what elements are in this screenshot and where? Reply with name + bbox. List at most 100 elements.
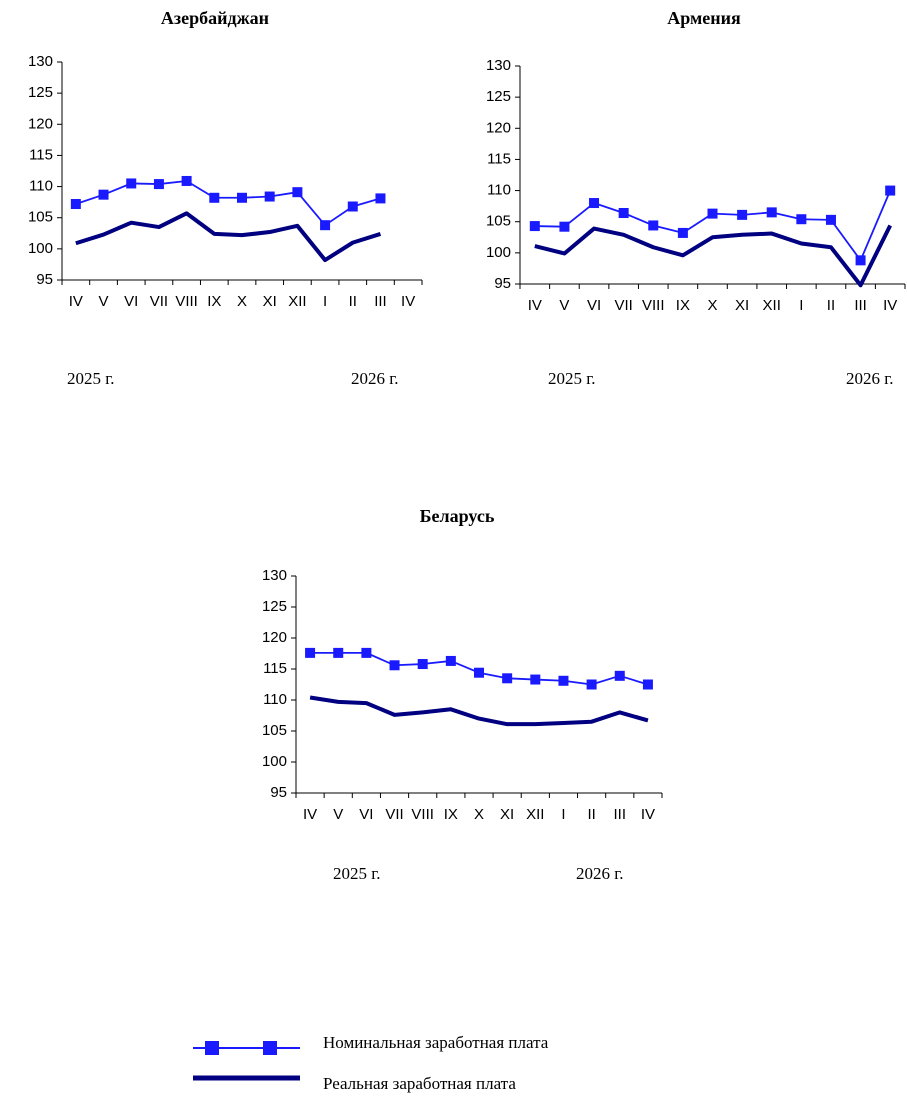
y-tick-label: 110 bbox=[263, 691, 287, 708]
x-tick-label: III bbox=[854, 297, 867, 314]
y-tick-label: 125 bbox=[28, 84, 53, 101]
x-tick-label: V bbox=[559, 297, 569, 314]
y-tick-label: 130 bbox=[28, 53, 53, 70]
x-tick-label: IV bbox=[528, 297, 542, 314]
nominal-marker bbox=[885, 185, 896, 196]
nominal-marker bbox=[320, 220, 331, 231]
nominal-marker bbox=[586, 679, 597, 690]
nominal-marker bbox=[766, 207, 777, 218]
x-tick-label: II bbox=[587, 806, 595, 823]
y-tick-label: 105 bbox=[28, 209, 53, 226]
nominal-marker bbox=[707, 208, 718, 219]
x-tick-label: X bbox=[707, 297, 717, 314]
x-tick-label: I bbox=[323, 293, 327, 310]
year-label: 2026 г. bbox=[846, 369, 894, 388]
x-tick-label: XII bbox=[763, 297, 781, 314]
y-tick-label: 115 bbox=[263, 660, 287, 677]
real-line bbox=[534, 224, 892, 288]
x-tick-label: XI bbox=[735, 297, 749, 314]
x-tick-label: XII bbox=[288, 293, 306, 310]
nominal-marker bbox=[70, 199, 81, 210]
nominal-marker bbox=[417, 659, 428, 670]
y-tick-label: 100 bbox=[486, 244, 511, 261]
year-label: 2025 г. bbox=[548, 369, 596, 388]
x-tick-label: I bbox=[799, 297, 803, 314]
y-tick-label: 120 bbox=[262, 629, 287, 646]
real-line bbox=[309, 695, 649, 727]
nominal-marker bbox=[796, 214, 807, 225]
x-tick-label: IX bbox=[444, 806, 458, 823]
x-tick-label: X bbox=[474, 806, 484, 823]
x-tick-label: III bbox=[374, 293, 387, 310]
chart-title: Азербайджан bbox=[161, 8, 269, 28]
y-tick-label: 100 bbox=[262, 753, 287, 770]
nominal-marker bbox=[153, 179, 164, 190]
nominal-marker bbox=[305, 647, 316, 658]
x-tick-label: X bbox=[237, 293, 247, 310]
x-tick-label: VIII bbox=[175, 293, 198, 310]
real-line bbox=[75, 211, 382, 263]
y-tick-label: 120 bbox=[486, 119, 511, 136]
chart-title: Армения bbox=[667, 8, 741, 28]
nominal-marker bbox=[237, 192, 247, 203]
nominal-marker bbox=[361, 647, 372, 658]
year-label: 2026 г. bbox=[351, 369, 399, 388]
x-tick-label: VIII bbox=[411, 806, 434, 823]
nominal-marker bbox=[264, 191, 275, 202]
nominal-marker bbox=[389, 660, 400, 671]
year-label: 2025 г. bbox=[67, 369, 115, 388]
nominal-marker bbox=[558, 675, 569, 686]
legend-marker bbox=[263, 1041, 277, 1055]
x-tick-label: XI bbox=[500, 806, 514, 823]
y-tick-label: 95 bbox=[270, 784, 287, 801]
legend-marker bbox=[205, 1041, 219, 1055]
nominal-marker bbox=[375, 193, 386, 204]
y-tick-label: 125 bbox=[486, 88, 511, 105]
x-tick-label: VI bbox=[359, 806, 373, 823]
nominal-marker bbox=[347, 201, 358, 212]
chart-title: Беларусь bbox=[420, 506, 495, 526]
x-tick-label: XII bbox=[526, 806, 544, 823]
nominal-marker bbox=[502, 673, 513, 684]
y-tick-label: 110 bbox=[487, 182, 511, 199]
x-tick-label: IV bbox=[641, 806, 655, 823]
nominal-marker bbox=[614, 670, 625, 681]
y-tick-label: 125 bbox=[262, 598, 287, 615]
nominal-marker bbox=[98, 189, 109, 200]
y-tick-label: 110 bbox=[29, 178, 53, 195]
nominal-marker bbox=[126, 178, 137, 189]
nominal-marker bbox=[530, 674, 541, 685]
x-tick-label: II bbox=[349, 293, 357, 310]
y-tick-label: 95 bbox=[36, 271, 53, 288]
x-tick-label: III bbox=[614, 806, 627, 823]
x-tick-label: IV bbox=[401, 293, 415, 310]
y-tick-label: 130 bbox=[486, 57, 511, 74]
nominal-marker bbox=[445, 655, 456, 666]
y-tick-label: 115 bbox=[29, 146, 53, 163]
x-tick-label: IV bbox=[883, 297, 897, 314]
y-tick-label: 105 bbox=[486, 213, 511, 230]
nominal-marker bbox=[618, 207, 629, 218]
y-tick-label: 130 bbox=[262, 567, 287, 584]
y-tick-label: 105 bbox=[262, 722, 287, 739]
nominal-line bbox=[534, 190, 892, 262]
x-tick-label: IV bbox=[69, 293, 83, 310]
nominal-marker bbox=[855, 255, 866, 266]
x-tick-label: XI bbox=[263, 293, 277, 310]
x-tick-label: IX bbox=[676, 297, 690, 314]
y-tick-label: 115 bbox=[487, 150, 511, 167]
nominal-marker bbox=[825, 214, 836, 225]
x-tick-label: V bbox=[99, 293, 109, 310]
nominal-marker bbox=[642, 679, 653, 690]
y-tick-label: 95 bbox=[494, 275, 511, 292]
nominal-marker bbox=[737, 209, 748, 220]
y-tick-label: 120 bbox=[28, 115, 53, 132]
nominal-marker bbox=[333, 647, 344, 658]
nominal-line bbox=[75, 180, 381, 227]
x-tick-label: IX bbox=[207, 293, 221, 310]
nominal-marker bbox=[559, 221, 570, 232]
x-tick-label: VI bbox=[124, 293, 138, 310]
year-label: 2025 г. bbox=[333, 864, 381, 883]
x-tick-label: VI bbox=[587, 297, 601, 314]
nominal-marker bbox=[677, 227, 688, 238]
